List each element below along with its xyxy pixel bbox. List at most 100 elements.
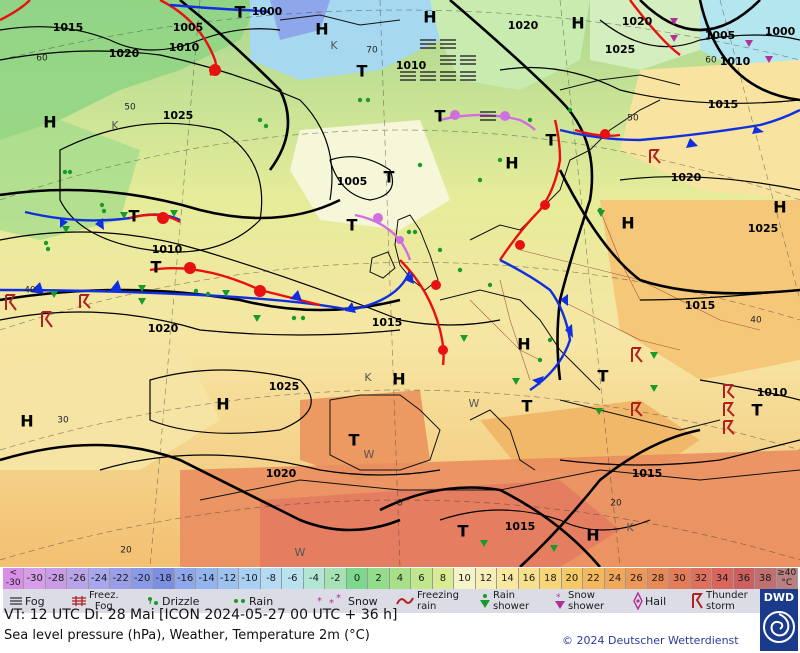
high-pressure-center: H [505,154,518,173]
isobar-label: 1020 [109,47,140,60]
mild-north-sea [290,120,450,230]
isobar-label: 1020 [266,467,297,480]
high-pressure-center: H [423,8,436,27]
scale-cell: < -30 [3,568,25,589]
isobar-label: 1010 [396,59,427,72]
thunderstorm-symbols [5,149,735,435]
isobar-label: 1015 [632,467,663,480]
low-pressure-center: T [357,62,368,81]
low-pressure-center: T [435,107,446,126]
scale-cell: -28 [45,568,68,589]
cold-front-symbols [30,126,764,385]
scale-cell: 36 [733,568,756,589]
scale-cell: 34 [712,568,734,589]
svg-text:*: * [329,598,334,608]
scale-cell: 18 [540,568,562,589]
scale-cell: 20 [561,568,584,589]
isobar-label: 1020 [148,322,179,335]
dwd-swirl-icon [763,611,795,643]
high-pressure-center: H [392,370,405,389]
valid-time: VT: 12 UTC Di. 28 Mai [ICON 2024-05-27 0… [4,607,398,623]
high-pressure-center: H [517,335,530,354]
low-pressure-center: T [522,397,533,416]
scale-cell: 6 [411,568,433,589]
scale-cell: -20 [131,568,154,589]
dwd-logo: DWD [760,589,798,651]
warm-front [149,267,321,307]
latitude-label: 70 [366,46,378,56]
legend-drizzle-label: Drizzle [162,594,200,608]
minor-marks: K K K K W W W [111,39,634,559]
isobar-label: 1010 [169,41,200,54]
high-pressure-center: H [20,412,33,431]
low-pressure-center: T [598,367,609,386]
isobar-label: 1000 [765,25,796,38]
isobar-label: 1020 [622,15,653,28]
thunderstorm-icon [692,593,703,609]
isobar-label: 1005 [337,175,368,188]
high-pressure-center: H [43,113,56,132]
legend-freezing-rain: Freezing rain [395,589,459,613]
legend-hail: Hail [633,589,666,613]
low-pressure-center: T [349,431,360,450]
rain-shower-icon [480,594,490,608]
scale-cell: -2 [325,568,347,589]
low-pressure-center: T [151,258,162,277]
isobar-label: 1005 [705,29,736,42]
isobar-label: 1015 [685,299,716,312]
low-pressure-center: T [384,168,395,187]
legend-rain-shower-label: Rain shower [493,590,530,612]
copyright: © 2024 Deutscher Wetterdienst [562,634,739,647]
forecast-map: 1015 1005 1000 1010 1020 1025 1010 1020 1020 1025… [0,0,800,567]
latitude-labels: 60 50 40 30 20 70 60 50 40 20 0 [24,46,762,556]
scale-cell: -6 [282,568,304,589]
minor-mark: W [364,448,375,461]
freezing-rain-icon [396,597,414,605]
scale-cell: -16 [174,568,197,589]
scale-cell: -12 [217,568,240,589]
high-pressure-center: H [216,395,229,414]
snow-shower-symbols [670,18,773,63]
scale-cell: 4 [389,568,412,589]
scale-cell: 30 [669,568,691,589]
cold-front [0,269,412,312]
legend-snow-shower: * Snow shower [554,589,604,613]
minor-mark: K [364,371,372,384]
isobar-label: 1005 [173,21,204,34]
scale-cell: 22 [583,568,605,589]
rain-symbols [43,97,603,363]
legend-fog: Fog [9,589,45,613]
coastlines [199,14,800,501]
svg-text:*: * [556,593,561,603]
scale-cell: -8 [260,568,283,589]
cool-atlantic-area [0,0,260,140]
isobar-label: 1010 [720,55,751,68]
legend-snow-shower-label: Snow shower [568,590,605,612]
high-pressure-center: H [773,198,786,217]
temperature-color-scale: < -30 -30 -28 -26 -24 -22 -20 -18 -16 -14 -12 -10 -8… [3,568,798,589]
legend-rain: Rain [233,589,273,613]
snow-icon: * * * [317,594,341,608]
scale-cell: -18 [153,568,175,589]
scale-cell: -10 [239,568,261,589]
high-pressure-center: H [586,526,599,545]
scale-cell: -4 [303,568,326,589]
isobar-label: 1000 [252,5,283,18]
scale-cell: 26 [626,568,648,589]
drizzle-icon [148,597,158,605]
low-pressure-center: T [752,401,763,420]
shower-symbols [50,210,658,552]
minor-mark: W [295,546,306,559]
latitude-label: 50 [627,114,639,124]
scale-cell: 16 [518,568,541,589]
latitude-label: 50 [124,103,136,113]
isobar-label: 1025 [605,43,636,56]
hail-icon [633,592,643,610]
high-pressure-center: H [571,14,584,33]
minor-mark: K [111,119,119,132]
legend-rain-label: Rain [249,594,274,608]
latitude-label: 60 [705,56,717,66]
latitude-label: 40 [750,316,762,326]
scale-cell: -26 [67,568,89,589]
